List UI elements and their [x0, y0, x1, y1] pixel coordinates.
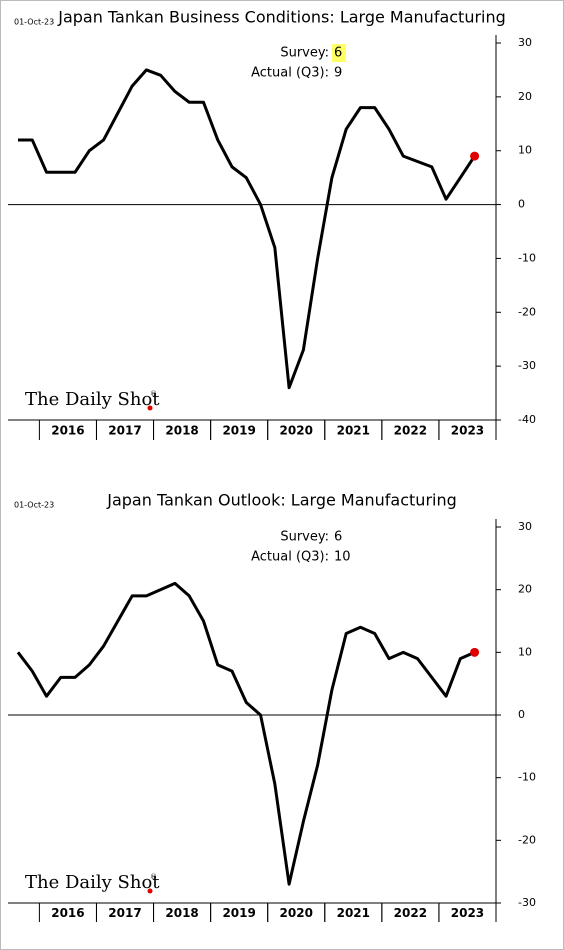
- x-tick-label: 2023: [451, 424, 484, 438]
- annotation-value: 6: [334, 46, 342, 61]
- date-label: 01-Oct-23: [14, 501, 54, 510]
- y-tick-label: 0: [518, 708, 525, 721]
- x-tick-label: 2022: [394, 906, 427, 920]
- annotation-value: 6: [334, 530, 342, 545]
- highlight: [332, 44, 346, 62]
- y-tick-label: -10: [518, 771, 536, 784]
- line-series: [16, 581, 476, 886]
- y-tick-label: -20: [518, 833, 536, 846]
- watermark-mark: ®: [150, 390, 157, 398]
- chart-title: Japan Tankan Business Conditions: Large …: [57, 8, 506, 27]
- x-tick-label: 2016: [51, 906, 84, 920]
- last-point: [470, 647, 480, 657]
- y-tick-label: 20: [518, 583, 532, 596]
- watermark-dot: [147, 888, 153, 894]
- annotation-label: Actual (Q3):: [251, 550, 329, 565]
- annotation-label: Survey:: [280, 530, 329, 545]
- x-tick-label: 2023: [451, 906, 484, 920]
- y-tick-label: -30: [518, 359, 536, 372]
- x-tick-label: 2020: [280, 906, 313, 920]
- y-tick-label: -10: [518, 251, 536, 264]
- annotation-label: Actual (Q3):: [251, 66, 329, 81]
- y-tick-label: -40: [518, 413, 536, 426]
- y-tick-label: 30: [518, 36, 532, 49]
- x-tick-label: 2020: [280, 424, 313, 438]
- line-series: [17, 68, 476, 390]
- date-label: 01-Oct-23: [14, 18, 54, 27]
- watermark-dot: [147, 405, 153, 411]
- x-tick-label: 2018: [165, 906, 198, 920]
- watermark: The Daily Shot: [25, 389, 160, 410]
- annotation-value: 9: [334, 66, 342, 81]
- x-tick-label: 2017: [108, 424, 141, 438]
- x-tick-label: 2019: [222, 424, 255, 438]
- x-tick-label: 2016: [51, 424, 84, 438]
- y-tick-label: 30: [518, 520, 532, 533]
- x-tick-label: 2019: [222, 906, 255, 920]
- y-tick-label: 10: [518, 645, 532, 658]
- last-point: [470, 151, 480, 161]
- y-tick-label: 0: [518, 198, 525, 211]
- x-tick-label: 2022: [394, 424, 427, 438]
- annotation-value: 10: [334, 550, 351, 565]
- y-tick-label: -20: [518, 305, 536, 318]
- y-tick-label: 20: [518, 90, 532, 103]
- y-tick-label: -30: [518, 896, 536, 909]
- x-tick-label: 2021: [337, 906, 370, 920]
- chart-title: Japan Tankan Outlook: Large Manufacturin…: [106, 491, 457, 510]
- annotation-label: Survey:: [280, 46, 329, 61]
- x-tick-label: 2021: [337, 424, 370, 438]
- x-tick-label: 2018: [165, 424, 198, 438]
- x-tick-label: 2017: [108, 906, 141, 920]
- y-tick-label: 10: [518, 144, 532, 157]
- watermark-mark: ®: [150, 873, 157, 881]
- watermark: The Daily Shot: [25, 872, 160, 893]
